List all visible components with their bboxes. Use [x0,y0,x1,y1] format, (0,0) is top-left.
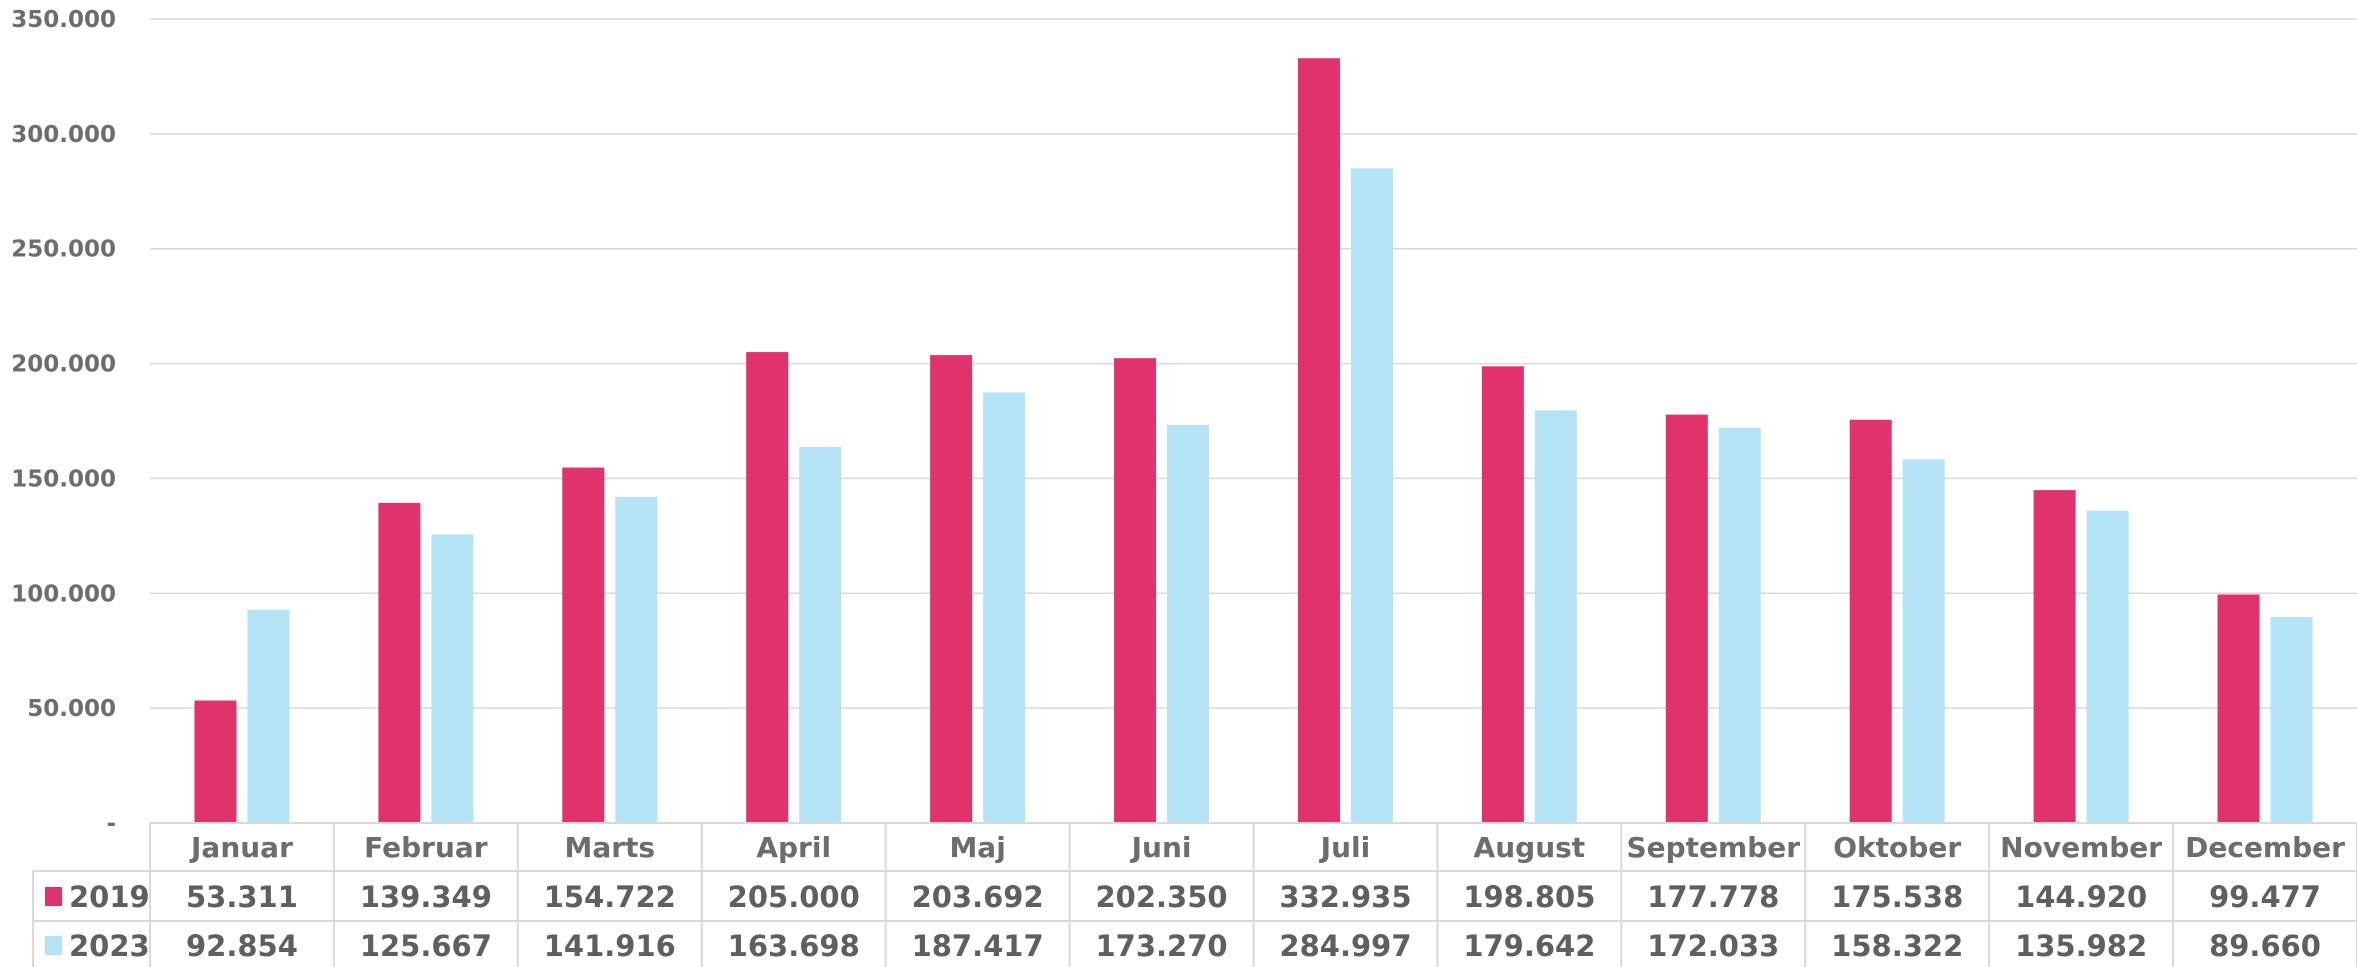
data-label: 179.642 [1463,929,1595,963]
bar-2019-november [2033,490,2076,823]
bar-2023-december [2270,617,2313,823]
category-label: Juli [1319,831,1371,864]
bar-2023-juni [1167,424,1210,823]
category-label: Februar [364,831,488,864]
data-label: 158.322 [1831,929,1963,963]
data-label: 125.667 [360,929,492,963]
y-tick-label: 200.000 [11,352,116,378]
data-label: 173.270 [1095,929,1227,963]
bar-2023-august [1534,410,1577,823]
data-label: 99.477 [2209,880,2321,914]
data-label: 163.698 [728,929,860,963]
bar-2023-januar [247,609,290,823]
data-label: 139.349 [360,880,492,914]
data-label: 284.997 [1279,929,1411,963]
data-label: 187.417 [912,929,1044,963]
bar-2023-marts [615,496,658,823]
data-label: 177.778 [1647,880,1779,914]
legend-swatch [45,936,62,955]
data-table: Januar Februar Marts April Maj Juni Juli August… [32,822,2357,967]
category-label: September [1626,831,1800,864]
category-label: November [2000,831,2162,864]
y-tick-label: 100.000 [11,581,116,607]
bar-2019-juli [1297,58,1340,823]
gridlines [150,18,2357,709]
data-label: 53.311 [186,880,298,914]
bar-2023-april [799,446,842,823]
y-tick-label: 150.000 [11,466,116,492]
category-label: December [2185,831,2345,864]
bar-2019-april [746,352,789,823]
bar-2023-februar [431,534,474,823]
category-label: Januar [189,831,293,864]
category-label: Maj [949,831,1005,864]
bar-2023-november [2086,510,2129,823]
data-label: 144.920 [2015,880,2147,914]
bar-2019-august [1481,366,1524,823]
data-label: 198.805 [1463,880,1595,914]
data-label: 203.692 [912,880,1044,914]
data-label: 92.854 [186,929,298,963]
bar-2019-december [2217,594,2260,823]
bar-2019-marts [562,467,605,823]
bar-2019-juni [1114,358,1157,823]
y-tick-label: 250.000 [11,237,116,263]
y-tick-label: 300.000 [11,122,116,148]
category-label: Oktober [1833,831,1961,864]
bar-2023-maj [983,392,1026,823]
category-label: Juni [1130,831,1192,864]
category-label: April [756,831,831,864]
y-tick-label: 350.000 [11,7,116,33]
data-label: 135.982 [2015,929,2147,963]
data-label: 205.000 [728,880,860,914]
bar-2019-september [1665,414,1708,823]
category-label: Marts [564,831,655,864]
legend-label: 2019 [69,880,150,914]
legend-label: 2023 [69,929,150,963]
data-label: 154.722 [544,880,676,914]
data-label: 175.538 [1831,880,1963,914]
data-label: 172.033 [1647,929,1779,963]
bar-2019-januar [194,700,237,823]
bars [194,58,2313,824]
data-label: 141.916 [544,929,676,963]
bar-2023-september [1718,427,1761,823]
bar-2023-oktober [1902,459,1945,823]
bar-2019-maj [930,355,973,823]
bar-2019-oktober [1849,419,1892,823]
bar-2023-juli [1350,168,1393,824]
bar-2019-februar [378,502,421,823]
legend-swatch [45,887,62,906]
category-label: August [1474,831,1586,864]
data-label: 89.660 [2209,929,2321,963]
y-tick-label: 50.000 [27,696,116,722]
y-tick-label: - [106,811,116,837]
data-label: 332.935 [1279,880,1411,914]
data-label: 202.350 [1095,880,1227,914]
y-axis-ticks: - 50.000 100.000 150.000 200.000 250.000 300.0… [11,7,116,837]
